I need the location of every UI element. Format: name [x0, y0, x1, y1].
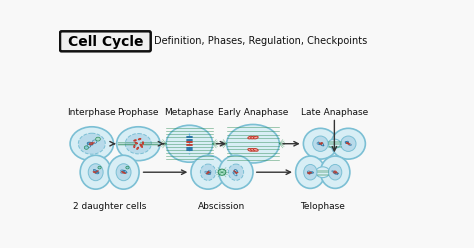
Ellipse shape	[88, 164, 103, 181]
Ellipse shape	[303, 128, 337, 159]
Ellipse shape	[304, 164, 317, 180]
Ellipse shape	[251, 136, 255, 139]
Ellipse shape	[320, 156, 350, 188]
Text: Telophase: Telophase	[301, 202, 345, 211]
Text: Metaphase: Metaphase	[164, 108, 214, 117]
Ellipse shape	[141, 145, 143, 147]
Ellipse shape	[138, 138, 141, 140]
Ellipse shape	[126, 166, 129, 169]
Text: Definition, Phases, Regulation, Checkpoints: Definition, Phases, Regulation, Checkpoi…	[154, 36, 367, 46]
Ellipse shape	[228, 164, 244, 180]
Ellipse shape	[341, 136, 356, 152]
Ellipse shape	[142, 142, 144, 144]
Ellipse shape	[108, 155, 139, 189]
Ellipse shape	[70, 127, 113, 161]
Text: Late Anaphase: Late Anaphase	[301, 108, 368, 117]
Ellipse shape	[98, 166, 101, 169]
Ellipse shape	[248, 136, 253, 139]
Ellipse shape	[134, 140, 136, 141]
Ellipse shape	[331, 128, 365, 159]
Ellipse shape	[328, 164, 342, 180]
Ellipse shape	[248, 149, 253, 151]
Ellipse shape	[135, 142, 137, 144]
Ellipse shape	[80, 155, 111, 189]
Text: 2 daughter cells: 2 daughter cells	[73, 202, 146, 211]
Text: Prophase: Prophase	[118, 108, 159, 117]
Ellipse shape	[201, 164, 216, 180]
Ellipse shape	[191, 155, 225, 189]
Ellipse shape	[254, 136, 258, 139]
Ellipse shape	[313, 136, 328, 152]
Ellipse shape	[219, 155, 253, 189]
Ellipse shape	[166, 125, 213, 162]
Ellipse shape	[134, 145, 135, 148]
Ellipse shape	[96, 137, 100, 141]
Text: Early Anaphase: Early Anaphase	[218, 108, 288, 117]
Ellipse shape	[117, 127, 160, 161]
Ellipse shape	[218, 169, 226, 175]
Ellipse shape	[78, 133, 105, 154]
FancyBboxPatch shape	[60, 31, 151, 51]
Ellipse shape	[137, 147, 138, 149]
Ellipse shape	[125, 134, 151, 154]
Ellipse shape	[84, 146, 89, 149]
Ellipse shape	[328, 139, 341, 148]
Ellipse shape	[316, 167, 330, 178]
Ellipse shape	[116, 164, 131, 181]
Ellipse shape	[251, 149, 255, 151]
Text: Cell Cycle: Cell Cycle	[68, 35, 144, 49]
Ellipse shape	[227, 124, 279, 163]
Text: Abscission: Abscission	[199, 202, 246, 211]
Ellipse shape	[296, 156, 325, 188]
Ellipse shape	[140, 144, 142, 146]
Ellipse shape	[254, 149, 258, 151]
Text: Interphase: Interphase	[67, 108, 116, 117]
